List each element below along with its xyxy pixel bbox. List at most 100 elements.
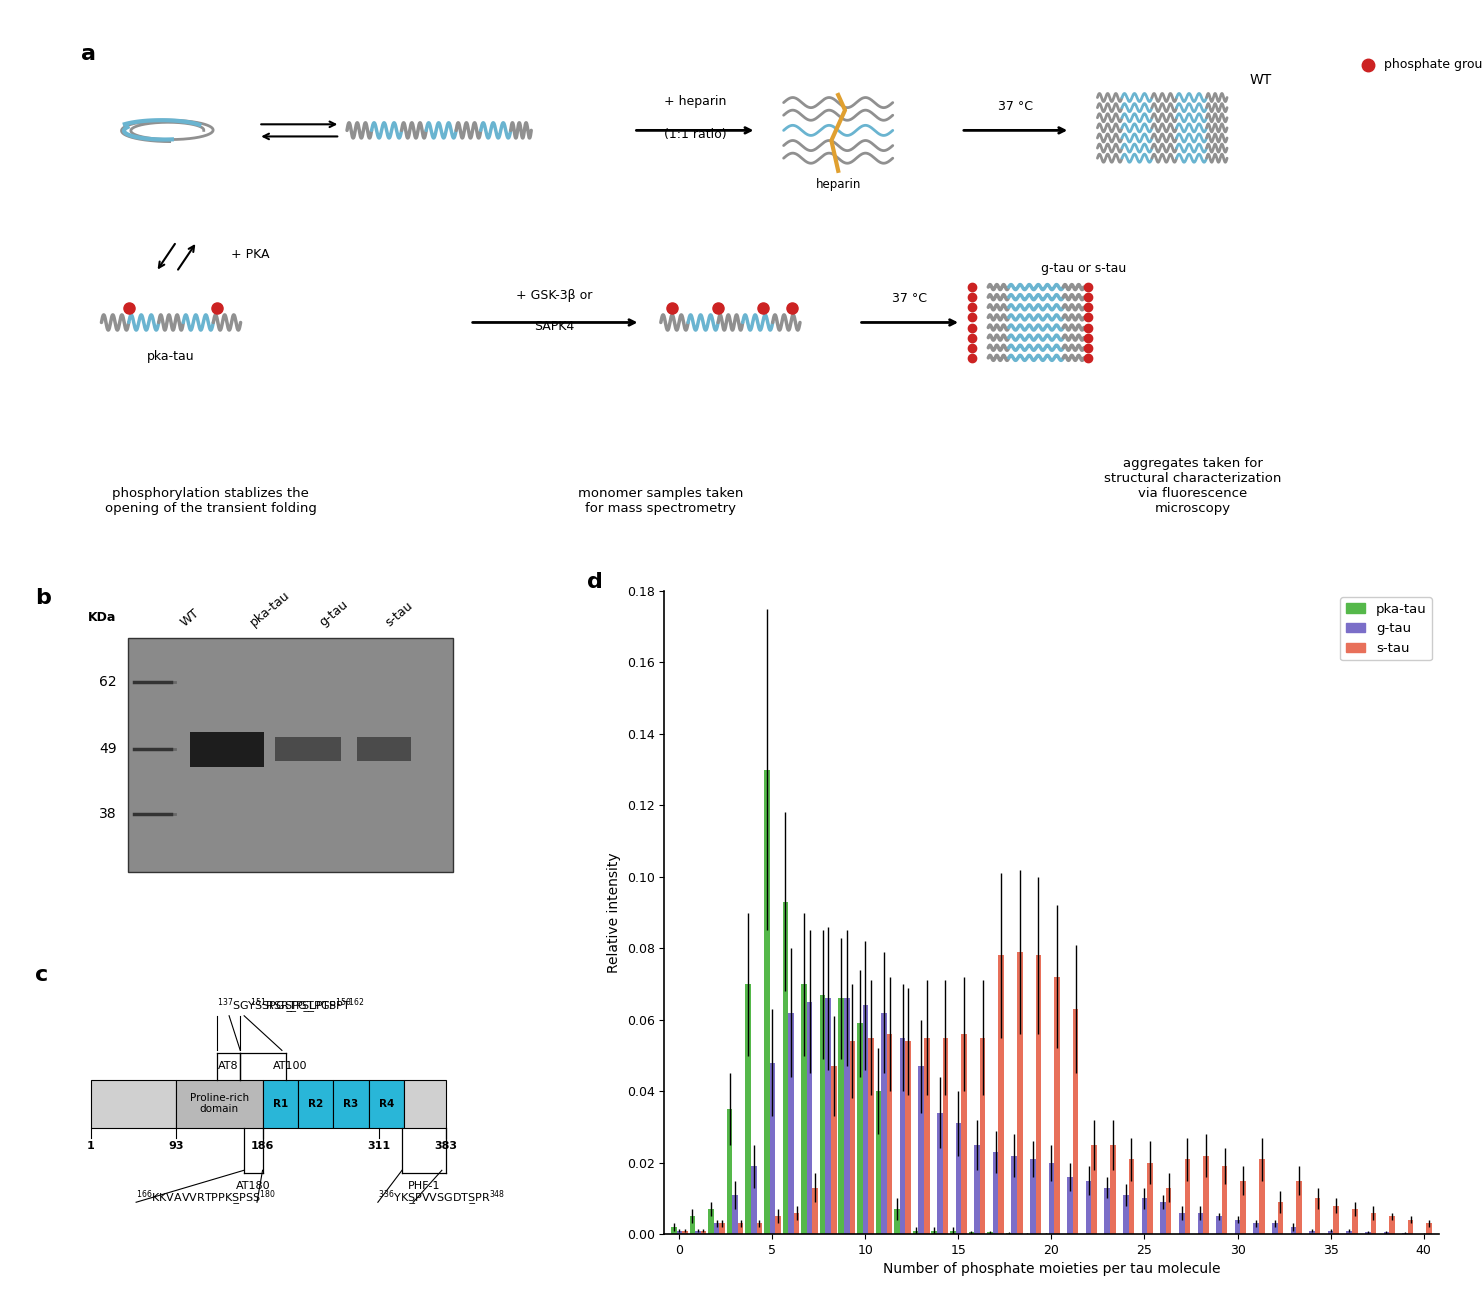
Bar (1086, 1180, 1091, 1234)
Text: AT180: AT180 (236, 1180, 270, 1191)
Bar (298, 1079, 334, 1128)
Text: + heparin: + heparin (664, 95, 727, 108)
Text: $^{151}$RSRT̲PS̲LPTPPT$^{162}$: $^{151}$RSRT̲PS̲LPTPPT$^{162}$ (240, 997, 365, 1016)
Bar (988, 1233, 992, 1234)
Bar (998, 956, 1004, 1234)
Text: Proline-rich
domain: Proline-rich domain (190, 1092, 249, 1115)
Bar (276, 738, 341, 760)
Text: R4: R4 (378, 1099, 394, 1108)
Text: 383: 383 (435, 1141, 457, 1152)
Bar (1054, 977, 1060, 1234)
Bar (770, 1062, 776, 1234)
Bar (690, 1216, 696, 1234)
Bar (955, 1124, 961, 1234)
Bar (750, 1166, 756, 1234)
Bar (924, 1037, 930, 1234)
Text: phosphate group: phosphate group (1384, 58, 1483, 71)
Bar (719, 1224, 725, 1234)
Bar (1222, 1166, 1228, 1234)
Bar (875, 1091, 881, 1234)
Text: pka-tau: pka-tau (248, 588, 292, 629)
Text: SAPK4: SAPK4 (534, 320, 574, 334)
Bar (951, 1230, 955, 1234)
Bar (1384, 1233, 1390, 1234)
Bar (914, 1230, 918, 1234)
Text: 38: 38 (99, 806, 117, 821)
Bar (1166, 1188, 1172, 1234)
Bar (1035, 956, 1041, 1234)
Text: 1: 1 (86, 1141, 95, 1152)
Text: 93: 93 (169, 1141, 184, 1152)
Bar (793, 1213, 799, 1234)
Bar (826, 998, 830, 1234)
Bar (1427, 1224, 1433, 1234)
Bar (403, 1079, 446, 1128)
Bar (682, 1230, 688, 1234)
Bar (857, 1023, 863, 1234)
Bar (868, 1037, 873, 1234)
Bar (838, 998, 844, 1234)
Bar (1105, 1188, 1111, 1234)
Bar (1277, 1203, 1283, 1234)
Bar (974, 1145, 980, 1234)
Bar (369, 1079, 403, 1128)
Text: $^{137}$SGYSSPGS̲PGT̲PGS$^{150}$: $^{137}$SGYSSPGS̲PGT̲PGS$^{150}$ (217, 997, 351, 1016)
Bar (700, 1230, 706, 1234)
Bar (1017, 952, 1023, 1234)
Text: KDa: KDa (89, 612, 117, 625)
Text: $^{166}$KKVAVVRTPPKS̲PSS$^{180}$: $^{166}$KKVAVVRTPPKS̲PSS$^{180}$ (136, 1188, 276, 1208)
Text: $^{336}$YKS̲PVVSGDTS̲PR$^{348}$: $^{336}$YKS̲PVVSGDTS̲PR$^{348}$ (378, 1188, 506, 1208)
Bar (1390, 1216, 1396, 1234)
Bar (1216, 1216, 1222, 1234)
Text: + PKA: + PKA (231, 248, 270, 261)
Bar (1129, 1159, 1134, 1234)
Text: 37 °C: 37 °C (998, 100, 1034, 113)
Text: 62: 62 (99, 675, 117, 689)
Bar (1253, 1224, 1259, 1234)
Bar (1272, 1224, 1277, 1234)
Bar (1327, 1230, 1333, 1234)
Bar (1185, 1159, 1189, 1234)
Text: + GSK-3β or: + GSK-3β or (516, 289, 593, 302)
Bar (863, 1006, 868, 1234)
Bar (190, 731, 264, 767)
Bar (1011, 1155, 1017, 1234)
Bar (1179, 1213, 1185, 1234)
Text: c: c (36, 965, 49, 985)
Text: 311: 311 (368, 1141, 390, 1152)
Text: R3: R3 (343, 1099, 359, 1108)
Bar (1407, 1220, 1413, 1234)
Text: AT100: AT100 (273, 1061, 307, 1071)
Text: g-tau: g-tau (317, 597, 351, 629)
Text: WT: WT (178, 607, 202, 629)
Bar (980, 1037, 985, 1234)
Text: R2: R2 (308, 1099, 323, 1108)
Bar (801, 983, 807, 1234)
Bar (1148, 1163, 1152, 1234)
Bar (783, 902, 787, 1234)
Text: d: d (587, 571, 604, 592)
Bar (813, 1188, 819, 1234)
Bar (992, 1152, 998, 1234)
X-axis label: Number of phosphate moieties per tau molecule: Number of phosphate moieties per tau mol… (882, 1263, 1221, 1276)
Bar (1370, 1213, 1376, 1234)
Bar (820, 995, 826, 1234)
Bar (918, 1066, 924, 1234)
Bar (807, 1002, 813, 1234)
Bar (1203, 1155, 1209, 1234)
Bar (968, 1233, 974, 1234)
Text: pka-tau: pka-tau (147, 351, 194, 364)
Bar (334, 1079, 369, 1128)
Bar (764, 769, 770, 1234)
Bar (733, 1195, 739, 1234)
Bar (357, 738, 411, 760)
Bar (1091, 1145, 1097, 1234)
Bar (727, 1109, 733, 1234)
Text: b: b (36, 588, 52, 608)
Bar (1160, 1203, 1166, 1234)
Bar (1068, 1176, 1072, 1234)
Y-axis label: Relative intensity: Relative intensity (607, 852, 621, 973)
Bar (844, 998, 850, 1234)
Bar (900, 1037, 906, 1234)
Legend: pka-tau, g-tau, s-tau: pka-tau, g-tau, s-tau (1341, 597, 1433, 660)
